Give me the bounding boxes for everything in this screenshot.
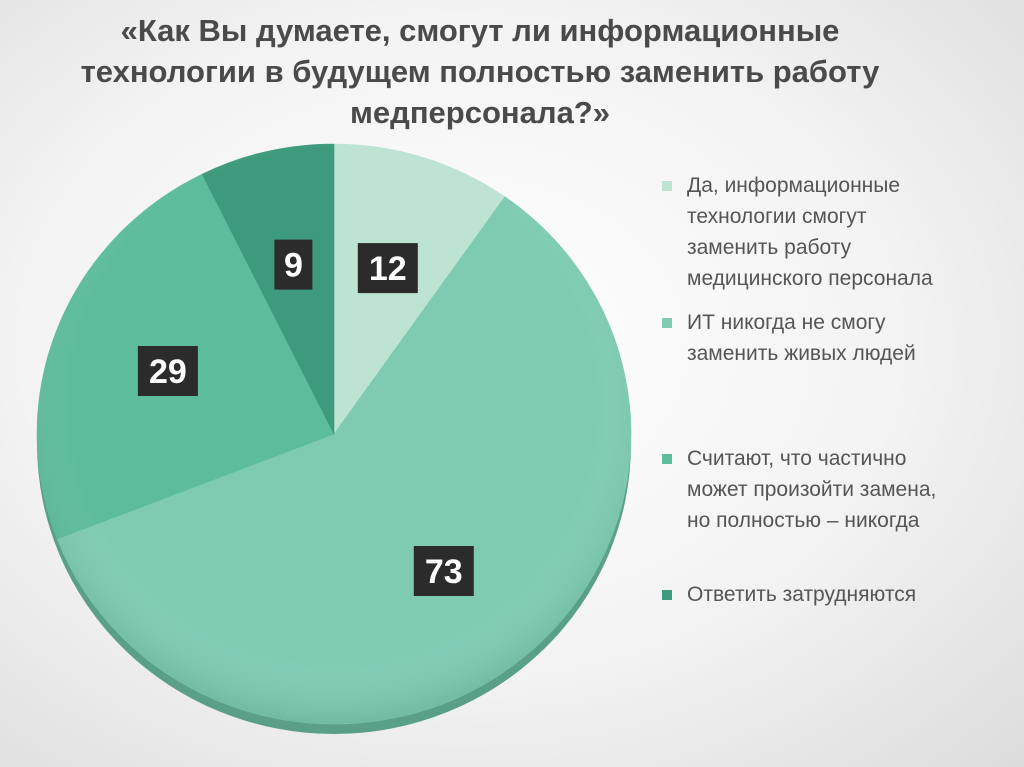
legend-label-line: Считают, что частично (687, 447, 907, 470)
pie-slices (36, 143, 632, 725)
chart-title: «Как Вы думаете, смогут ли информационны… (60, 10, 900, 133)
legend-label-line: технологии смогут (687, 205, 867, 228)
data-label-box (357, 243, 418, 294)
legend-label: Да, информационные технологии смогут зам… (662, 170, 992, 294)
legend-label-line: заменить работу (687, 236, 852, 259)
data-label: 12 (369, 250, 407, 288)
data-label-box (274, 239, 313, 290)
data-label-box (137, 346, 198, 396)
legend-label: Считают, что частично может произойти за… (662, 443, 992, 536)
legend-label: Ответить затрудняются (662, 579, 992, 610)
legend-swatch (662, 318, 672, 328)
legend-item: ИТ никогда не смогу заменить живых людей (662, 307, 992, 369)
data-label-box (413, 546, 474, 596)
legend-label-line: ИТ никогда не смогу (687, 311, 886, 334)
legend-swatch (662, 590, 672, 600)
chart-title-line: медперсонала?» (349, 95, 610, 130)
legend-item: Считают, что частично может произойти за… (662, 443, 992, 536)
data-label: 73 (425, 553, 463, 591)
legend-swatch (662, 181, 672, 191)
chart-title-line: «Как Вы думаете, смогут ли информационны… (120, 13, 840, 48)
legend-item: Ответить затрудняются (662, 579, 992, 610)
legend-label-line: Ответить затрудняются (687, 583, 917, 606)
data-label: 29 (149, 353, 187, 391)
legend-label-line: но полностью – никогда (687, 509, 920, 532)
legend-label-line: заменить живых людей (687, 342, 916, 365)
legend-label-line: медицинского персонала (687, 267, 933, 290)
legend-label-line: Да, информационные (687, 174, 901, 197)
chart-title-line: технологии в будущем полностью заменить … (80, 54, 880, 89)
legend-label: ИТ никогда не смогу заменить живых людей (662, 307, 992, 369)
legend-item: Да, информационные технологии смогут зам… (662, 170, 992, 294)
data-label: 9 (284, 247, 303, 285)
legend-swatch (662, 454, 672, 464)
legend-label-line: может произойти замена, (687, 478, 937, 501)
pie-data-labels: 12 73 29 9 (137, 239, 474, 596)
